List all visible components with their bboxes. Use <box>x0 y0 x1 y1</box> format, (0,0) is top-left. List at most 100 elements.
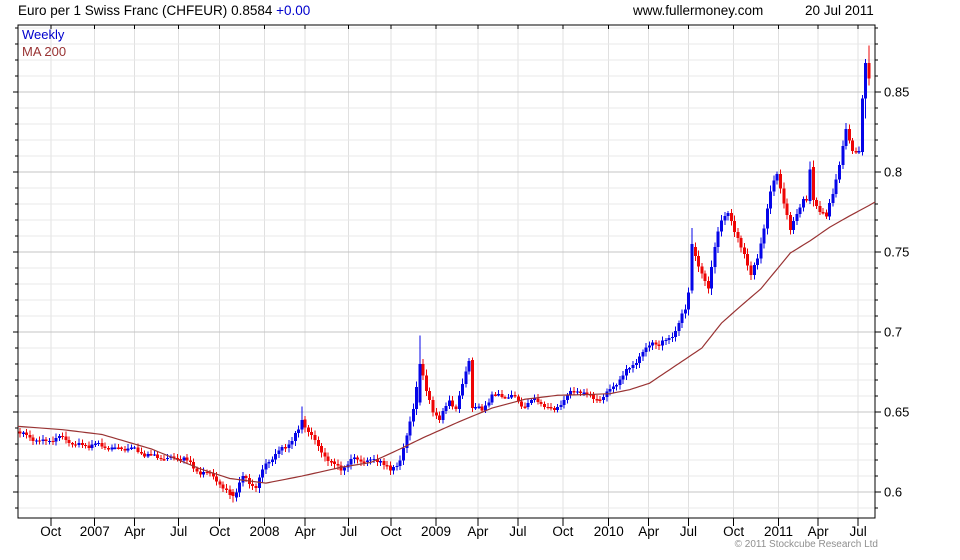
candlestick-down <box>149 454 153 456</box>
candlestick-down <box>25 432 29 435</box>
candlestick-down <box>84 444 88 447</box>
candlestick-up <box>490 394 494 403</box>
candlestick-up <box>287 444 291 448</box>
candlestick-up <box>264 463 268 470</box>
candlestick-up <box>48 440 52 443</box>
candlestick-up <box>680 313 684 323</box>
candlestick-up <box>261 469 265 478</box>
candlestick-down <box>362 461 366 463</box>
candlestick-down <box>434 412 438 416</box>
candlestick-down <box>316 439 320 446</box>
candlestick-up <box>113 447 117 449</box>
candlestick-up <box>487 402 491 406</box>
candlestick-up <box>293 433 297 441</box>
candlestick-up <box>369 459 373 461</box>
candlestick-down <box>542 404 546 407</box>
candlestick-up <box>110 447 114 450</box>
candlestick-up <box>405 435 409 449</box>
candlestick-up <box>166 457 170 460</box>
candlestick-down <box>103 446 107 448</box>
candlestick-up <box>365 460 369 462</box>
candlestick-down <box>329 461 333 463</box>
candlestick-down <box>251 484 255 487</box>
candlestick-down <box>742 247 746 255</box>
candlestick-up <box>379 461 383 463</box>
candlestick-down <box>67 440 71 444</box>
candlestick-down <box>323 452 327 457</box>
candlestick-up <box>860 98 864 153</box>
candlestick-up <box>270 459 274 462</box>
candlestick-down <box>185 457 189 461</box>
candlestick-up <box>133 447 137 449</box>
candlestick-up <box>798 207 802 214</box>
candlestick-up <box>57 435 61 438</box>
candlestick-up <box>234 492 238 498</box>
candlestick-up <box>408 421 412 436</box>
candlestick-up <box>638 356 642 364</box>
candlestick-up <box>752 265 756 275</box>
candlestick-up <box>90 444 94 448</box>
candlestick-up <box>241 476 245 483</box>
candlestick-down <box>333 461 337 465</box>
candlestick-up <box>759 243 763 259</box>
candlestick-up <box>290 440 294 445</box>
candlestick-down <box>654 342 658 345</box>
candlestick-down <box>313 435 317 440</box>
candlestick-up <box>582 392 586 394</box>
candlestick-down <box>480 406 484 411</box>
candlestick-down <box>851 140 855 152</box>
candlestick-down <box>451 400 455 407</box>
candlestick-up <box>660 340 664 346</box>
candlestick-up <box>402 448 406 461</box>
candlestick-down <box>356 457 360 460</box>
candlestick-up <box>280 447 284 451</box>
candlestick-up <box>415 386 419 410</box>
candlestick-down <box>100 442 104 447</box>
candlestick-up <box>457 395 461 409</box>
candlestick-down <box>156 454 160 458</box>
x-axis-label: Jul <box>850 524 867 539</box>
candlestick-down <box>359 459 363 462</box>
candlestick-up <box>605 391 609 398</box>
candlestick-up <box>483 405 487 411</box>
candlestick-down <box>693 246 697 256</box>
candlestick-down <box>143 453 147 457</box>
candlestick-up <box>631 364 635 369</box>
candlestick-down <box>854 151 858 153</box>
candlestick-down <box>697 255 701 267</box>
candlestick-down <box>228 489 232 495</box>
candlestick-up <box>352 457 356 460</box>
candlestick-up <box>506 397 510 399</box>
chart-date: 20 Jul 2011 <box>805 3 874 18</box>
last-price: 0.8584 <box>231 3 273 18</box>
candlestick-up <box>756 258 760 266</box>
candlestick-down <box>18 431 22 434</box>
candlestick-up <box>769 191 773 209</box>
x-axis-label: Oct <box>381 524 402 539</box>
candlestick-up <box>398 460 402 466</box>
candlestick-up <box>713 247 717 268</box>
candlestick-down <box>549 407 553 409</box>
candlestick-up <box>831 193 835 204</box>
candlestick-up <box>277 450 281 454</box>
candlestick-up <box>392 467 396 471</box>
candlestick-up <box>510 395 514 398</box>
candlestick-down <box>729 212 733 221</box>
candlestick-down <box>706 281 710 289</box>
candlestick-up <box>497 394 501 396</box>
candlestick-up <box>628 368 632 370</box>
candlestick-up <box>126 448 130 451</box>
candlestick-down <box>703 273 707 282</box>
candlestick-down <box>824 212 828 217</box>
candlestick-down <box>811 167 815 201</box>
x-axis-label: Oct <box>40 524 61 539</box>
y-axis-label: 0.7 <box>884 325 902 340</box>
plot-frame <box>17 24 876 519</box>
candlestick-down <box>221 484 225 489</box>
candlestick-down <box>87 445 91 448</box>
candlestick-up <box>349 459 353 465</box>
candlestick-down <box>805 199 809 201</box>
candlestick-up <box>54 437 58 442</box>
candlestick-down <box>539 402 543 405</box>
candlestick-up <box>772 180 776 192</box>
